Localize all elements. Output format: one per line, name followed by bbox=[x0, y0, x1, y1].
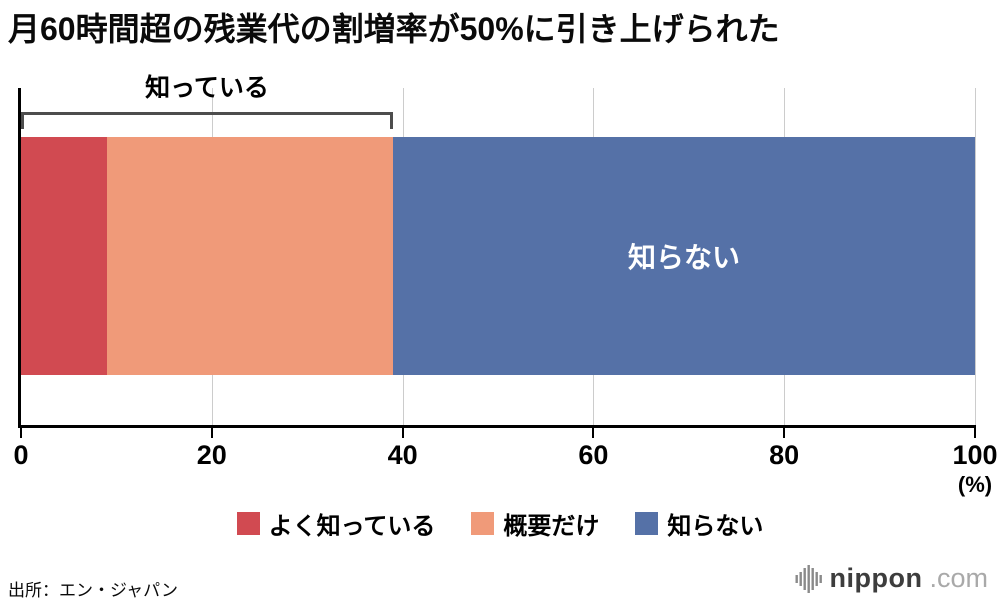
source-note: 出所：エン・ジャパン bbox=[8, 581, 178, 600]
bar-segment-label: 知らない bbox=[628, 242, 741, 273]
legend-swatch bbox=[635, 512, 659, 535]
x-axis-tick bbox=[20, 425, 22, 438]
x-axis-tick bbox=[210, 425, 213, 438]
logo-name: nippon bbox=[829, 563, 923, 593]
stacked-bar: 知らない bbox=[21, 137, 975, 375]
bar-segment-1 bbox=[21, 137, 107, 375]
legend-label: 概要だけ bbox=[503, 513, 600, 540]
x-axis-tick bbox=[783, 425, 786, 438]
x-axis-tick-label: 100 bbox=[952, 440, 998, 470]
gridline bbox=[975, 88, 976, 425]
legend-swatch bbox=[471, 512, 495, 535]
x-axis-unit-label: (%) bbox=[957, 472, 993, 497]
legend-item-3: 知らない bbox=[635, 506, 763, 541]
bracket-label: 知っている bbox=[145, 74, 269, 102]
legend-swatch bbox=[236, 512, 260, 535]
bar-segment-3: 知らない bbox=[393, 137, 975, 375]
known-bracket bbox=[21, 112, 394, 129]
plot-area: 知っている 知らない 0 20 40 60 80 100 (%) bbox=[13, 74, 997, 497]
legend-item-2: 概要だけ bbox=[471, 506, 599, 541]
x-axis-tick-label: 80 bbox=[769, 440, 800, 470]
x-axis-tick bbox=[592, 425, 595, 438]
x-axis-tick bbox=[974, 425, 976, 438]
x-axis-tick-label: 60 bbox=[578, 440, 609, 470]
bar-segment-2 bbox=[106, 137, 394, 375]
legend-label: 知らない bbox=[667, 513, 764, 540]
legend: よく知っている 概要だけ 知らない bbox=[0, 506, 1000, 541]
logo-tld: .com bbox=[929, 563, 988, 593]
soundwave-icon bbox=[795, 564, 822, 593]
x-axis-tick-label: 40 bbox=[387, 440, 418, 470]
x-axis-tick-label: 20 bbox=[196, 440, 227, 470]
chart-title: 月60時間超の残業代の割増率が50%に引き上げられた bbox=[8, 11, 780, 47]
nippon-com-logo: nippon .com bbox=[795, 563, 988, 594]
legend-label: よく知っている bbox=[268, 513, 436, 540]
x-axis-tick-label: 0 bbox=[13, 440, 29, 470]
x-axis-tick bbox=[401, 425, 404, 438]
legend-item-1: よく知っている bbox=[236, 506, 436, 541]
